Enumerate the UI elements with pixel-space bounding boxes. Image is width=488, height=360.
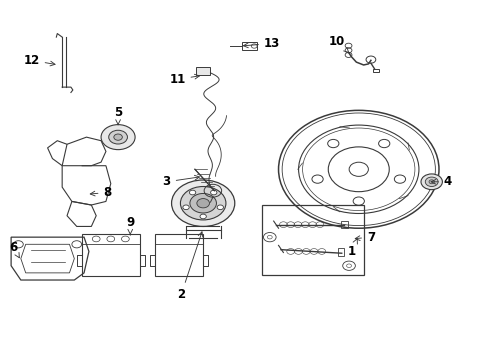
Text: 3: 3: [163, 175, 199, 188]
Text: 2: 2: [177, 232, 203, 301]
Text: 10: 10: [328, 35, 348, 53]
Text: 12: 12: [23, 54, 55, 67]
Text: 5: 5: [114, 105, 122, 125]
Bar: [372, 68, 378, 72]
Circle shape: [108, 130, 127, 144]
Circle shape: [189, 193, 216, 213]
Circle shape: [189, 190, 195, 195]
Text: 13: 13: [243, 37, 280, 50]
Circle shape: [420, 174, 442, 190]
Circle shape: [197, 199, 209, 208]
Circle shape: [425, 177, 437, 186]
Text: 1: 1: [346, 239, 357, 258]
Text: 7: 7: [354, 231, 374, 244]
Bar: [196, 67, 210, 75]
Text: 8: 8: [90, 186, 112, 199]
Circle shape: [101, 125, 135, 150]
Bar: [338, 248, 344, 256]
Circle shape: [217, 205, 223, 210]
Bar: [261, 205, 363, 275]
Circle shape: [171, 180, 234, 226]
Text: 11: 11: [169, 73, 199, 86]
Circle shape: [200, 214, 206, 219]
Text: 9: 9: [126, 216, 134, 235]
Circle shape: [114, 134, 122, 140]
Circle shape: [210, 190, 217, 195]
Circle shape: [428, 180, 433, 184]
Text: 4: 4: [430, 175, 451, 188]
Circle shape: [183, 205, 189, 210]
Bar: [242, 42, 256, 50]
Circle shape: [180, 186, 225, 220]
Bar: [340, 221, 347, 228]
Text: 6: 6: [9, 241, 20, 258]
